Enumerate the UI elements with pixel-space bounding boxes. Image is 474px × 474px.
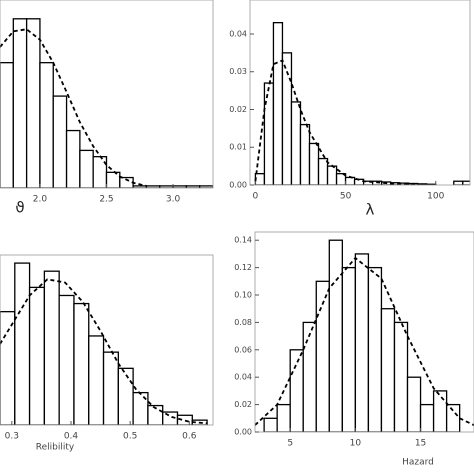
bar [14,262,31,425]
bar [162,411,179,425]
bar [263,82,275,185]
bar [117,367,134,425]
bar [272,22,284,185]
bar [39,62,54,188]
y-tick-label: 0.00 [229,181,247,190]
x-axis-label: ϑ [15,199,24,217]
bar [52,95,68,188]
bar [65,129,81,188]
bar [0,62,14,188]
y-tick-label: 0.14 [234,236,252,245]
y-tick-label: 0.08 [234,318,252,327]
bar [73,302,90,425]
bar [199,185,213,188]
y-tick-label: 0.02 [234,400,252,409]
y-tick-label: 0.10 [234,291,252,300]
bar [308,142,320,185]
bar [12,18,28,188]
x-tick-label: 2.0 [33,195,48,205]
x-tick-label: 5 [287,439,293,449]
bar [25,18,41,188]
panel [254,22,470,185]
density-curve [0,28,147,187]
x-tick-label: 50 [340,192,352,202]
x-tick-label: 3.0 [166,195,181,205]
density-curve [254,59,436,185]
frame [0,254,214,426]
bar [328,239,343,432]
panel [0,18,213,188]
bar [393,321,409,432]
y-tick-label: 0.01 [229,143,247,152]
density-curve [255,256,474,426]
x-tick-label: 15 [415,439,426,449]
x-tick-label: 0.6 [182,432,197,442]
bar [406,376,422,432]
x-tick-label: 2.5 [99,195,113,205]
bar [263,417,278,432]
bar [0,311,16,425]
x-tick-label: 10 [350,439,362,449]
x-tick-label: 100 [427,192,444,202]
bar [432,390,448,432]
bar [453,180,464,185]
bar [341,266,357,432]
frame [249,0,471,186]
bar [354,253,370,432]
bar [462,180,470,185]
x-axis-label: Hazard [402,458,434,468]
bar [176,414,193,425]
density-curve [0,278,208,425]
bar [380,308,396,432]
bar [79,149,94,188]
bar [102,351,119,425]
y-tick-label: 0.03 [229,67,247,76]
y-tick-label: 0.00 [234,428,252,437]
bar [276,403,291,432]
bar [299,123,311,185]
y-tick-label: 0.12 [234,263,252,272]
x-axis-label: Relibility [36,443,75,453]
y-tick-label: 0.02 [229,105,247,114]
bar [302,321,317,432]
bar [290,101,302,185]
bar [367,266,383,432]
bar [326,165,338,185]
x-tick-label: 0.3 [5,432,19,442]
bar [132,391,149,425]
frame [254,231,474,433]
y-tick-label: 0.04 [229,29,247,38]
bar [58,294,75,425]
y-tick-label: 0.04 [234,373,252,382]
bar [445,403,461,432]
x-tick-label: 0.4 [64,432,79,442]
bar [28,286,46,425]
bar [419,403,435,432]
panel [255,239,474,432]
x-tick-label: 0 [253,192,259,202]
bar [317,157,329,185]
bar [105,171,121,188]
bar [344,176,356,185]
bar [289,349,304,432]
panel [0,262,208,425]
bar [88,335,105,425]
x-axis-label: λ [366,201,375,219]
bar [43,270,60,425]
y-tick-label: 0.06 [234,345,252,354]
x-tick-label: 0.5 [123,432,137,442]
bar [254,173,266,185]
